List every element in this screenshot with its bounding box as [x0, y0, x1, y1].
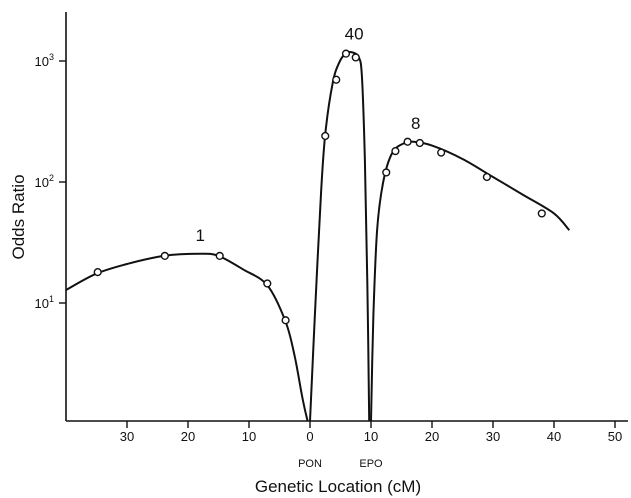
- series-1: 1: [65, 226, 309, 422]
- x-axis-title: Genetic Location (cM): [255, 477, 421, 496]
- data-point: [215, 251, 224, 261]
- series-line: [309, 50, 371, 422]
- y-tick-label: 102: [35, 173, 54, 190]
- data-point: [263, 279, 272, 288]
- locus-marker-label: PON: [298, 458, 322, 470]
- y-tick-exponent: 3: [49, 52, 54, 62]
- series-label: 8: [411, 114, 420, 133]
- data-point: [415, 138, 424, 148]
- y-tick-exponent: 1: [49, 294, 54, 304]
- y-tick-base: 10: [35, 296, 49, 311]
- data-point: [391, 147, 400, 156]
- series-line: [370, 140, 571, 422]
- series-label: 1: [195, 226, 204, 245]
- series-8: 8: [370, 114, 571, 422]
- data-point: [537, 209, 546, 218]
- x-tick-label: 10: [242, 429, 256, 444]
- y-axis-title: Odds Ratio: [9, 174, 28, 259]
- x-tick-label: 40: [547, 429, 561, 444]
- data-point: [160, 251, 169, 261]
- data-point: [437, 148, 446, 157]
- data-point: [482, 172, 492, 182]
- series-layer: 1 40 8: [65, 24, 571, 422]
- x-tick-label: 10: [364, 429, 378, 444]
- x-tick-label: 30: [486, 429, 500, 444]
- y-tick-label: 101: [35, 294, 54, 311]
- y-tick-exponent: 2: [49, 173, 54, 183]
- data-point: [403, 137, 412, 146]
- plot-frame: [65, 12, 628, 422]
- locus-marker-label: EPO: [359, 458, 383, 470]
- data-point: [382, 168, 391, 177]
- x-tick-label: 30: [120, 429, 134, 444]
- data-point: [351, 53, 360, 62]
- x-tick-label: 20: [425, 429, 439, 444]
- data-point: [341, 49, 351, 58]
- x-tick-label: 50: [608, 429, 622, 444]
- data-point: [281, 316, 290, 325]
- series-line: [65, 252, 309, 422]
- data-point: [332, 75, 341, 84]
- data-point: [321, 131, 330, 141]
- x-axis-ticks: 30 20 10 0 10 20 30 40 50 PON EPO: [120, 421, 622, 470]
- x-tick-label: 0: [306, 429, 313, 444]
- y-tick-base: 10: [35, 175, 49, 190]
- x-tick-label: 20: [181, 429, 195, 444]
- data-point: [93, 268, 102, 277]
- y-tick-label: 103: [35, 52, 54, 69]
- series-label: 40: [345, 24, 364, 43]
- series-40: 40: [309, 24, 371, 422]
- y-tick-base: 10: [35, 54, 49, 69]
